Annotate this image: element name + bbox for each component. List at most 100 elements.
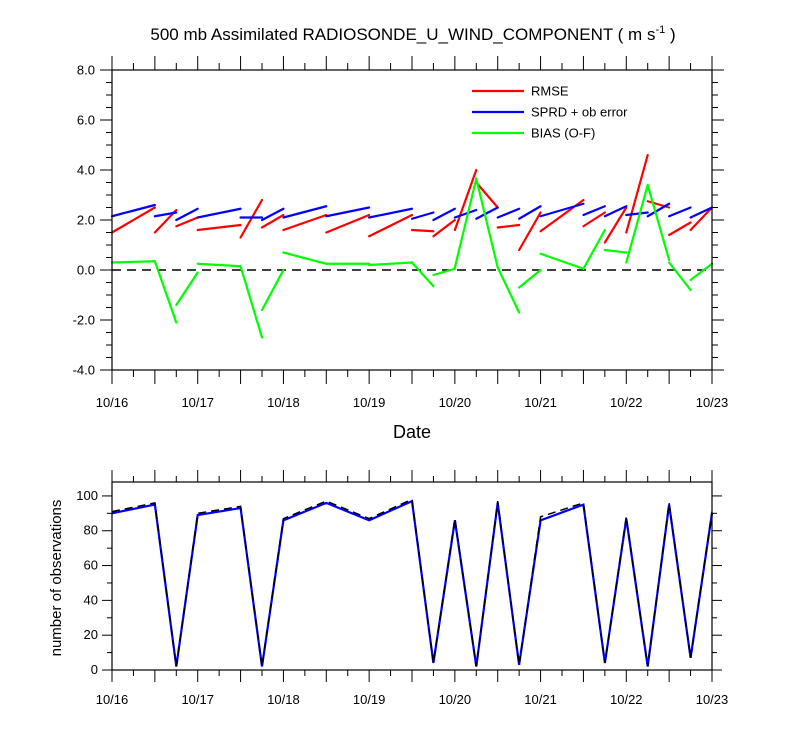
series-0-segment-11 (453, 168, 478, 232)
series-0-segment-5 (260, 213, 285, 229)
series-2-segment-13 (496, 266, 521, 314)
series-1-segment-8 (368, 207, 414, 219)
series-0-segment-12 (475, 181, 499, 209)
series-1-segment-12 (475, 206, 499, 220)
obs-y-tick-label: 100 (76, 488, 98, 503)
series-0-segment-0 (110, 206, 156, 234)
series-0-segment-8 (368, 213, 414, 238)
obs-x-tick-label: 10/20 (439, 692, 472, 707)
bottom-series (111, 498, 714, 667)
series-0-segment-9 (410, 228, 435, 233)
series-2-segment-8 (368, 261, 414, 267)
series-0-segment-14 (518, 211, 542, 252)
series-1-segment-0 (110, 203, 156, 218)
series-2-segment-0 (110, 260, 156, 264)
obs-y-tick-label: 0 (91, 662, 98, 677)
y-tick-label: 6.0 (77, 113, 95, 128)
series-1-segment-16 (582, 205, 606, 217)
series-1-segment-14 (518, 205, 542, 220)
series-0-segment-18 (625, 153, 649, 234)
series-1-segment-10 (432, 207, 456, 222)
series-2-segment-20 (668, 261, 692, 292)
series-2-segment-18 (625, 183, 649, 264)
legend: RMSE SPRD + ob error BIAS (O-F) (472, 84, 628, 141)
bottom-axes: 0 20 40 60 80 100 10/16 10/17 10/18 10/19 10/20 10/… (76, 470, 728, 707)
x-tick-label: 10/19 (353, 395, 386, 410)
series-0-segment-7 (325, 213, 371, 234)
obs-x-tick-label: 10/23 (696, 692, 729, 707)
series-2-segment-9 (410, 261, 435, 288)
series-2-segment-17 (603, 248, 628, 254)
bottom-plot: 0 20 40 60 80 100 10/16 10/17 10/18 10/19 10/20 10/… (48, 470, 728, 707)
series-2-segment-6 (282, 251, 328, 265)
series-0-segment-6 (282, 213, 328, 232)
series-2-segment-2 (175, 271, 199, 307)
series-1-segment-9 (410, 211, 435, 220)
obs-x-tick-label: 10/19 (353, 692, 386, 707)
x-tick-label: 10/22 (610, 395, 643, 410)
obs-series-1 (111, 498, 713, 667)
series-2-segment-19 (646, 183, 671, 262)
series-1-segment-3 (196, 207, 242, 219)
series-2-segment-12 (475, 177, 499, 269)
series-0-segment-20 (668, 221, 692, 237)
y-tick-label: 8.0 (77, 63, 95, 78)
series-1-segment-1 (153, 211, 178, 218)
series-2-segment-14 (518, 268, 542, 289)
series-1-segment-5 (260, 207, 285, 222)
x-tick-label: 10/17 (181, 395, 214, 410)
obs-x-tick-label: 10/16 (96, 692, 129, 707)
y-tick-label: 0.0 (77, 263, 95, 278)
series-1-segment-2 (175, 207, 199, 222)
x-tick-label: 10/16 (96, 395, 129, 410)
series-1-segment-21 (689, 206, 714, 219)
obs-x-tick-label: 10/22 (610, 692, 643, 707)
series-2-segment-1 (153, 260, 178, 324)
legend-label-2: BIAS (O-F) (531, 126, 595, 141)
series-2-segment-4 (239, 265, 264, 339)
series-1-segment-19 (646, 202, 671, 218)
bottom-plot-frame (111, 481, 713, 671)
top-axes: -4.0 -2.0 0.0 2.0 4.0 6.0 8.0 10/16 10/17 10/18 10… (73, 56, 728, 410)
series-2-segment-21 (689, 262, 714, 282)
series-0-segment-21 (689, 206, 714, 232)
obs-x-tick-label: 10/21 (524, 692, 557, 707)
series-1-segment-6 (282, 205, 328, 219)
series-1-segment-20 (668, 206, 692, 218)
obs-y-tick-label: 60 (84, 558, 98, 573)
x-tick-label: 10/20 (439, 395, 472, 410)
series-0-segment-10 (432, 218, 456, 238)
series-0-segment-2 (175, 216, 199, 228)
series-2-segment-3 (196, 262, 242, 268)
top-plot: -4.0 -2.0 0.0 2.0 4.0 6.0 8.0 10/16 10/17 10/18 10… (73, 56, 728, 442)
series-1-segment-13 (496, 207, 521, 219)
y-tick-label: 2.0 (77, 213, 95, 228)
obs-x-tick-label: 10/17 (181, 692, 214, 707)
series-2-segment-16 (582, 228, 606, 270)
series-1-segment-17 (603, 205, 628, 218)
series-0-segment-3 (196, 223, 242, 232)
obs-y-tick-label: 20 (84, 627, 98, 642)
series-2-segment-10 (432, 267, 456, 277)
y-axis-title: number of observations (48, 500, 65, 657)
series-0-segment-16 (582, 211, 606, 228)
y-tick-label: -4.0 (73, 363, 95, 378)
x-axis-title: Date (393, 422, 431, 442)
series-1-segment-18 (625, 211, 649, 217)
y-tick-label: -2.0 (73, 313, 95, 328)
series-2-segment-15 (539, 252, 585, 270)
series-0-segment-13 (496, 223, 521, 229)
series-1-segment-7 (325, 206, 371, 218)
series-2-segment-11 (453, 177, 478, 269)
obs-y-tick-label: 40 (84, 592, 98, 607)
series-1-segment-11 (453, 208, 478, 219)
legend-label-0: RMSE (531, 84, 569, 99)
chart-title: 500 mb Assimilated RADIOSONDE_U_WIND_COM… (150, 24, 675, 44)
y-tick-label: 4.0 (77, 163, 95, 178)
series-0-segment-4 (239, 198, 264, 239)
legend-label-1: SPRD + ob error (531, 105, 628, 120)
top-series (110, 153, 714, 339)
obs-series-0 (111, 499, 714, 667)
obs-y-tick-label: 80 (84, 523, 98, 538)
